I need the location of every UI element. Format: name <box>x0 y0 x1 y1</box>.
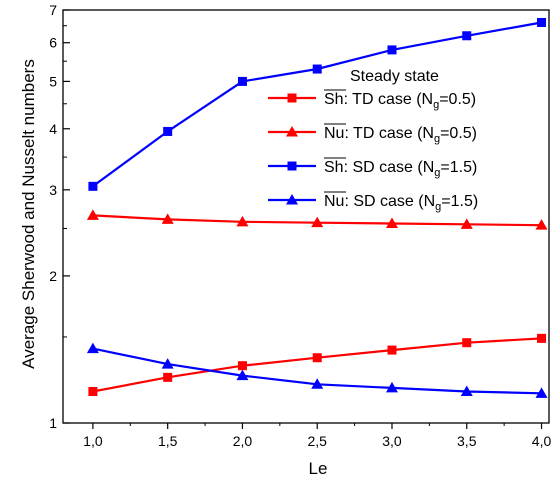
data-point <box>161 213 174 224</box>
legend-label: Sh: TD case (Ng=0.5) <box>324 91 476 111</box>
data-point <box>311 216 324 228</box>
x-axis-title: Le <box>309 459 328 478</box>
y-tick-label: 6 <box>49 35 57 51</box>
data-point <box>312 353 322 363</box>
data-point <box>236 369 249 381</box>
series-1 <box>88 333 547 396</box>
x-tick-label: 1,5 <box>158 433 178 449</box>
data-point <box>88 386 98 396</box>
data-point <box>460 218 473 229</box>
data-point <box>460 385 473 396</box>
data-point <box>163 126 173 136</box>
legend-entry: Nu: SD case (Ng=1.5) <box>268 191 478 213</box>
data-point <box>88 181 98 191</box>
legend-entry: Nu: TD case (Ng=0.5) <box>268 123 477 145</box>
x-tick-label: 2,5 <box>307 433 327 449</box>
data-point <box>537 17 547 27</box>
series-layer <box>86 17 548 398</box>
data-point <box>236 215 249 227</box>
data-point <box>161 358 174 369</box>
legend-label: Sh: SD case (Ng=1.5) <box>324 159 477 179</box>
legend-marker <box>286 194 298 205</box>
legend-entry: Sh: SD case (Ng=1.5) <box>268 157 477 179</box>
data-point <box>86 342 99 354</box>
series-3 <box>88 17 547 191</box>
data-point <box>385 217 398 228</box>
y-tick-label: 2 <box>49 268 57 284</box>
x-tick-label: 3,5 <box>457 433 477 449</box>
data-point <box>462 31 472 41</box>
plot-frame <box>62 9 550 424</box>
legend-marker <box>287 161 297 171</box>
x-tick-label: 3,0 <box>382 433 402 449</box>
axes: 1 2 3 4 5 6 7 1,0 1,5 2,0 2,5 3,0 3,5 4,0 <box>49 2 551 449</box>
data-point <box>237 361 247 371</box>
y-tick-label: 4 <box>49 121 57 137</box>
data-point <box>387 45 397 55</box>
y-tick-label: 5 <box>49 73 57 89</box>
legend-marker <box>287 93 297 103</box>
data-point <box>237 76 247 86</box>
x-tick-label: 1,0 <box>83 433 103 449</box>
data-point <box>387 345 397 355</box>
series-4 <box>86 342 548 398</box>
y-tick-label: 1 <box>49 415 57 431</box>
data-point <box>163 372 173 382</box>
data-point <box>311 378 324 389</box>
data-point <box>385 381 398 393</box>
data-point <box>312 64 322 74</box>
data-point <box>462 338 472 348</box>
legend-label: Nu: SD case (Ng=1.5) <box>324 193 478 213</box>
legend-label: Nu: TD case (Ng=0.5) <box>324 125 477 145</box>
x-tick-label: 4,0 <box>532 433 552 449</box>
legend-marker <box>286 126 298 137</box>
legend: Steady state Sh: TD case (Ng=0.5) Nu: TD c… <box>268 68 478 213</box>
y-axis-title: Average Sherwood and Nusselt numbers <box>19 59 38 369</box>
series-2 <box>86 209 548 230</box>
x-tick-label: 2,0 <box>233 433 253 449</box>
data-point <box>535 387 548 398</box>
data-point <box>537 333 547 343</box>
data-point <box>86 209 99 220</box>
data-point <box>535 219 548 230</box>
legend-entry: Sh: TD case (Ng=0.5) <box>268 89 476 111</box>
legend-title: Steady state <box>350 68 439 85</box>
y-tick-label: 3 <box>49 182 57 198</box>
y-tick-label: 7 <box>49 2 57 18</box>
